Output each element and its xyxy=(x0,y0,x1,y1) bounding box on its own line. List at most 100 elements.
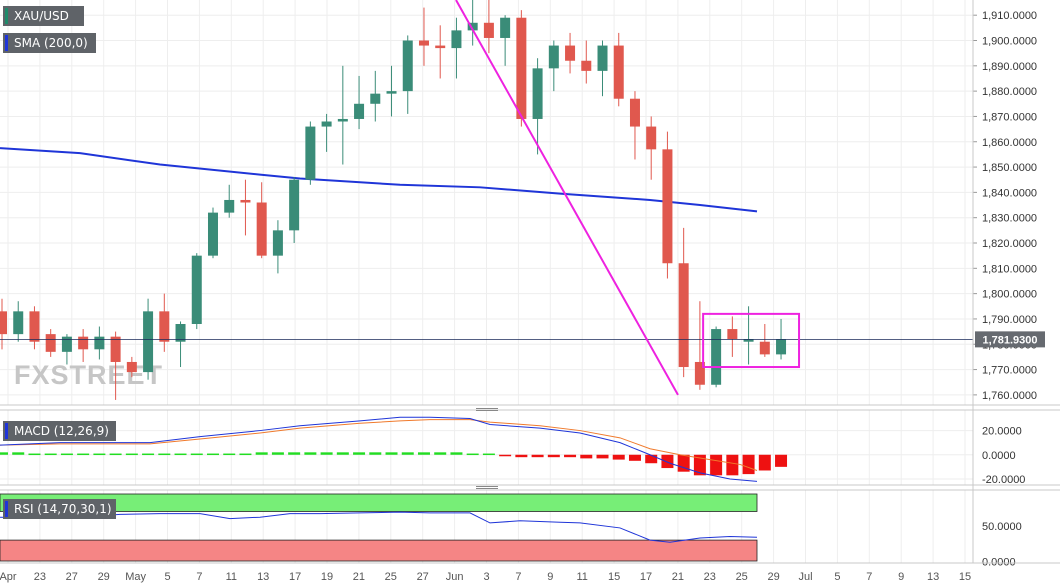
candle-body xyxy=(45,334,56,352)
macd-histogram-bar xyxy=(223,453,236,456)
candle-body xyxy=(532,68,543,119)
macd-histogram-bar xyxy=(336,452,349,455)
candle-body xyxy=(743,339,754,342)
macd-histogram-bar xyxy=(142,453,155,456)
x-tick-label: 27 xyxy=(417,571,429,583)
candle-body xyxy=(289,179,300,231)
rsi-legend-swatch xyxy=(5,501,8,517)
sma-200-line xyxy=(0,147,758,213)
y-tick-label: 1,790.0000 xyxy=(982,314,1037,326)
sma-legend[interactable]: SMA (200,0) xyxy=(3,33,96,53)
macd-histogram-bar xyxy=(742,454,755,475)
y-tick-label: 1,890.0000 xyxy=(982,61,1037,73)
macd-legend[interactable]: MACD (12,26,9) xyxy=(3,421,116,441)
candle-body xyxy=(191,255,202,324)
candle-body xyxy=(662,149,673,264)
panel-resize-handle-macd[interactable] xyxy=(476,407,498,412)
y-tick-label: 1,820.0000 xyxy=(982,238,1037,250)
macd-histogram-bar xyxy=(482,453,495,456)
last-price-tag: 1,781.9300 xyxy=(975,331,1045,348)
x-tick-label: 17 xyxy=(289,571,301,583)
x-tick-label: 11 xyxy=(226,571,237,583)
candle-body xyxy=(143,311,154,373)
macd-y-tick-label: -20.0000 xyxy=(982,474,1025,486)
candle-body xyxy=(678,263,689,368)
macd-histogram-bar xyxy=(206,453,219,456)
macd-y-tick-label: 0.0000 xyxy=(982,450,1016,462)
symbol-legend[interactable]: XAU/USD xyxy=(3,6,84,26)
macd-histogram-bar xyxy=(726,454,739,476)
panel-resize-handle-rsi[interactable] xyxy=(476,485,498,490)
y-tick-label: 1,910.0000 xyxy=(982,10,1037,22)
candle-body xyxy=(646,126,657,150)
macd-histogram-bar xyxy=(158,453,171,456)
macd-histogram-bar xyxy=(12,452,25,455)
sma-legend-label: SMA (200,0) xyxy=(14,36,88,50)
x-tick-label: 7 xyxy=(866,571,872,583)
macd-line xyxy=(0,416,758,482)
macd-histogram-bar xyxy=(109,453,122,456)
macd-legend-swatch xyxy=(5,423,8,439)
candle-body xyxy=(240,199,251,203)
grid-lines xyxy=(0,0,973,563)
macd-histogram-bar xyxy=(547,454,560,458)
candle-body xyxy=(110,336,121,362)
candle-body xyxy=(94,336,105,350)
rsi-overbought-zone xyxy=(0,493,758,512)
x-tick-label: 5 xyxy=(164,571,170,583)
y-tick-label: 1,770.0000 xyxy=(982,365,1037,377)
macd-histogram-bar xyxy=(434,452,447,455)
x-tick-label: 9 xyxy=(547,571,553,583)
y-tick-label: 1,840.0000 xyxy=(982,187,1037,199)
y-tick-label: 1,870.0000 xyxy=(982,111,1037,123)
candle-body xyxy=(418,40,429,46)
candle-body xyxy=(175,324,186,342)
candle-body xyxy=(0,311,7,335)
macd-histogram-bar xyxy=(645,454,658,464)
rsi-bands xyxy=(0,493,758,562)
rsi-legend-label: RSI (14,70,30,1) xyxy=(14,502,112,516)
candle-body xyxy=(548,45,559,69)
candle-body xyxy=(256,202,267,256)
macd-histogram-bar xyxy=(271,452,284,455)
candle-body xyxy=(402,40,413,92)
macd-histogram-bar xyxy=(353,452,366,455)
x-tick-label: 9 xyxy=(898,571,904,583)
y-tick-label: 1,880.0000 xyxy=(982,86,1037,98)
y-tick-label: 1,810.0000 xyxy=(982,263,1037,275)
candle-body xyxy=(516,17,527,119)
macd-histogram-bar xyxy=(125,453,138,456)
rsi-legend[interactable]: RSI (14,70,30,1) xyxy=(3,499,116,519)
x-tick-label: 27 xyxy=(66,571,78,583)
candle-body xyxy=(694,361,705,385)
candle-body xyxy=(126,361,137,373)
consolidation-box xyxy=(702,312,801,369)
candle-body xyxy=(727,329,738,340)
candle-body xyxy=(435,45,446,49)
macd-histogram-bar xyxy=(28,453,41,456)
macd-histogram-bar xyxy=(401,452,414,455)
y-tick-label: 1,800.0000 xyxy=(982,289,1037,301)
macd-histogram-bar xyxy=(77,453,90,456)
x-tick-label: 29 xyxy=(98,571,110,583)
candle-body xyxy=(597,45,608,71)
x-tick-label: Apr xyxy=(0,571,17,583)
candle-body xyxy=(386,91,397,94)
x-tick-label: 15 xyxy=(959,571,971,583)
candle-body xyxy=(629,98,640,127)
x-tick-label: Jun xyxy=(446,571,464,583)
x-tick-label: 7 xyxy=(196,571,202,583)
last-price-label: 1,781.9300 xyxy=(982,334,1037,346)
x-tick-label: 13 xyxy=(257,571,269,583)
candle-body xyxy=(337,118,348,122)
candle-body xyxy=(78,336,89,350)
x-tick-label: Jul xyxy=(798,571,812,583)
macd-histogram-bar xyxy=(239,453,252,456)
candles xyxy=(0,0,787,400)
x-tick-label: 29 xyxy=(767,571,779,583)
candle-body xyxy=(159,311,170,342)
macd-histogram-bar xyxy=(612,454,625,460)
x-tick-label: 11 xyxy=(576,571,587,583)
